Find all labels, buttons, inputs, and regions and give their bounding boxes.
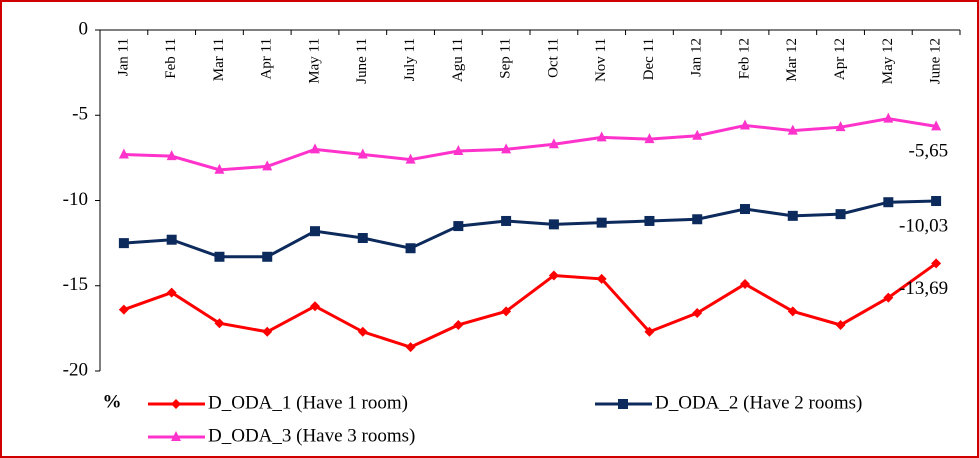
x-tick-label: Nov 11: [593, 38, 609, 82]
data-point: [548, 270, 559, 281]
x-tick-label: Agu 11: [450, 38, 466, 82]
data-point: [262, 326, 273, 337]
x-tick-label: Feb 11: [163, 38, 179, 79]
data-point: [740, 204, 750, 215]
data-point: [501, 143, 512, 154]
data-point: [262, 160, 273, 171]
legend-label: D_ODA_1 (Have 1 room): [208, 392, 408, 413]
x-tick-label: Mar 12: [784, 38, 800, 82]
data-point: [501, 306, 512, 317]
data-label: -5,65: [909, 141, 949, 162]
data-point: [357, 326, 368, 337]
x-tick-label: July 11: [402, 38, 418, 81]
x-tick-label: Oct 11: [545, 38, 561, 78]
y-tick-label: -15: [63, 274, 88, 295]
data-point: [357, 148, 368, 159]
data-point: [835, 209, 846, 220]
data-point: [548, 138, 559, 149]
data-label: -13,69: [899, 278, 948, 299]
data-point: [548, 219, 559, 230]
data-point: [740, 119, 750, 130]
y-tick-label: -5: [72, 104, 88, 125]
data-point: [883, 292, 894, 303]
data-point: [453, 319, 464, 330]
legend-marker: [171, 399, 181, 409]
data-point: [787, 124, 798, 135]
data-point: [835, 319, 846, 330]
data-point: [357, 233, 368, 244]
data-point: [262, 251, 273, 262]
x-tick-label: May 11: [306, 38, 322, 84]
data-point: [310, 226, 320, 237]
data-point: [166, 287, 177, 298]
data-point: [214, 163, 225, 174]
x-tick-label: Apr 12: [832, 38, 848, 80]
data-point: [644, 215, 655, 226]
legend-marker: [171, 431, 181, 441]
data-point: [596, 217, 607, 228]
x-tick-label: Sep 11: [498, 38, 514, 79]
y-axis-label: %: [103, 391, 122, 412]
data-point: [501, 215, 512, 226]
series-line: [123, 117, 937, 172]
data-point: [596, 273, 607, 284]
data-point: [405, 243, 416, 254]
data-point: [692, 308, 703, 319]
data-point: [453, 145, 464, 156]
y-tick-label: -10: [63, 189, 88, 210]
data-point: [644, 326, 655, 337]
data-point: [740, 279, 750, 290]
data-point: [596, 131, 607, 142]
data-point: [931, 258, 942, 269]
x-tick-label: Feb 12: [736, 38, 752, 79]
data-point: [166, 150, 177, 161]
data-point: [644, 133, 655, 144]
y-tick-label: -20: [63, 359, 88, 380]
data-point: [835, 121, 846, 132]
data-point: [787, 210, 798, 221]
legend-marker: [618, 399, 628, 409]
series-line: [123, 199, 937, 259]
legend-label: D_ODA_3 (Have 3 rooms): [208, 425, 415, 446]
x-tick-label: Mar 11: [211, 38, 227, 81]
x-tick-label: Jan 12: [689, 38, 705, 77]
data-point: [453, 221, 464, 232]
x-tick-label: June 11: [354, 38, 370, 84]
data-point: [931, 196, 942, 207]
data-point: [214, 251, 225, 262]
data-point: [787, 306, 798, 317]
data-point: [883, 197, 894, 208]
legend-label: D_ODA_2 (Have 2 rooms): [655, 392, 862, 413]
data-point: [883, 112, 894, 123]
data-point: [405, 342, 416, 353]
data-label: -10,03: [899, 215, 948, 236]
data-point: [931, 120, 942, 131]
data-point: [692, 129, 703, 140]
x-tick-label: Dec 11: [641, 38, 657, 80]
data-point: [310, 143, 320, 154]
data-point: [118, 148, 129, 159]
x-tick-label: May 12: [880, 38, 896, 84]
x-tick-label: Jan 11: [115, 38, 131, 76]
data-point: [118, 238, 129, 249]
data-point: [405, 153, 416, 164]
data-point: [118, 304, 129, 315]
x-tick-label: Apr 11: [259, 38, 275, 80]
y-tick-label: 0: [79, 18, 89, 39]
data-point: [166, 234, 177, 245]
data-point: [214, 318, 225, 329]
series-line: [123, 262, 937, 349]
data-point: [692, 214, 703, 225]
data-point: [310, 301, 320, 312]
x-tick-label: June 12: [928, 38, 944, 84]
